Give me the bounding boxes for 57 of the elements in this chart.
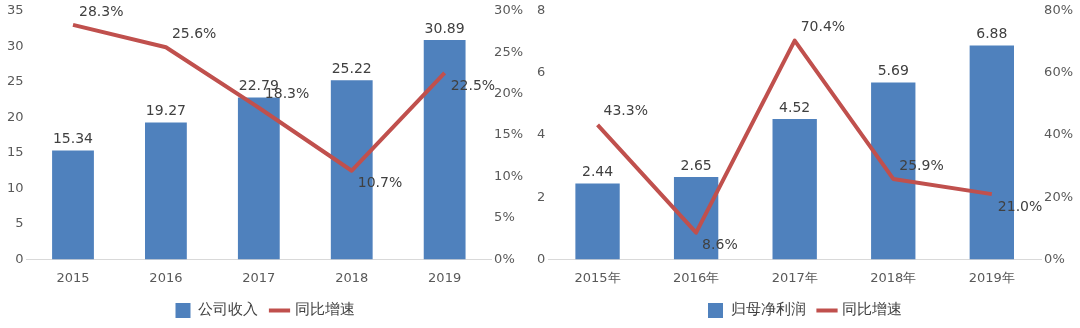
data-label: 4.52 bbox=[779, 98, 811, 115]
y-tick-label: 0 bbox=[15, 250, 24, 266]
x-tick-label: 2019年 bbox=[968, 269, 1015, 285]
legend-label: 公司收入 bbox=[198, 300, 258, 319]
y2-tick-label: 30% bbox=[494, 2, 524, 18]
y2-tick-label: 20% bbox=[494, 85, 524, 101]
legend-label: 归母净利润 bbox=[730, 300, 806, 319]
y-tick-label: 15 bbox=[7, 144, 24, 160]
y-tick-label: 5 bbox=[15, 215, 24, 231]
data-label: 15.34 bbox=[52, 130, 94, 147]
x-tick-label: 2017 bbox=[242, 269, 276, 285]
x-tick-label: 2018年 bbox=[870, 269, 917, 285]
x-tick-label: 2016年 bbox=[673, 269, 720, 285]
legend-label: 同比增速 bbox=[842, 300, 902, 319]
y2-tick-label: 0% bbox=[494, 250, 515, 266]
data-label: 5.69 bbox=[877, 62, 909, 79]
bar bbox=[772, 118, 817, 260]
bar bbox=[145, 122, 187, 260]
x-tick-label: 2017年 bbox=[771, 269, 818, 285]
data-label: 28.3% bbox=[79, 2, 124, 19]
y-tick-label: 4 bbox=[536, 126, 546, 142]
y2-tick-label: 0% bbox=[1044, 250, 1065, 266]
y-tick-label: 20 bbox=[7, 108, 24, 124]
legend-label: 同比增速 bbox=[294, 300, 355, 319]
y-tick-label: 0 bbox=[536, 250, 546, 266]
x-tick-label: 2015 bbox=[56, 269, 90, 285]
x-tick-label: 2016 bbox=[149, 269, 183, 285]
y-tick-label: 6 bbox=[536, 64, 546, 80]
y2-tick-label: 5% bbox=[494, 209, 515, 225]
x-tick-label: 2015年 bbox=[574, 269, 621, 285]
y2-tick-label: 10% bbox=[494, 167, 524, 183]
bar bbox=[52, 150, 94, 260]
y2-tick-label: 60% bbox=[1044, 64, 1074, 80]
bar bbox=[237, 97, 280, 260]
y-tick-label: 35 bbox=[7, 2, 24, 18]
data-label: 70.4% bbox=[800, 18, 846, 35]
x-tick-label: 2018 bbox=[335, 269, 369, 285]
data-label: 2.65 bbox=[680, 156, 712, 173]
data-label: 2.44 bbox=[581, 163, 614, 180]
data-label: 30.89 bbox=[424, 19, 465, 36]
x-tick-label: 2019 bbox=[428, 269, 462, 285]
y2-tick-label: 20% bbox=[1044, 188, 1074, 204]
y-tick-label: 10 bbox=[7, 179, 24, 195]
y2-tick-label: 80% bbox=[1044, 2, 1074, 18]
data-label: 25.6% bbox=[171, 24, 217, 41]
y-tick-label: 2 bbox=[536, 188, 546, 204]
data-label: 25.22 bbox=[331, 59, 372, 76]
data-label: 6.88 bbox=[976, 25, 1008, 42]
y2-tick-label: 25% bbox=[494, 43, 524, 59]
y2-tick-label: 40% bbox=[1044, 126, 1074, 142]
data-label: 43.3% bbox=[603, 102, 649, 119]
data-label: 19.27 bbox=[145, 102, 186, 119]
y-tick-label: 30 bbox=[7, 37, 24, 53]
y-tick-label: 25 bbox=[7, 73, 24, 89]
bar bbox=[575, 183, 620, 260]
y2-tick-label: 15% bbox=[494, 126, 524, 142]
y-tick-label: 8 bbox=[536, 2, 546, 18]
